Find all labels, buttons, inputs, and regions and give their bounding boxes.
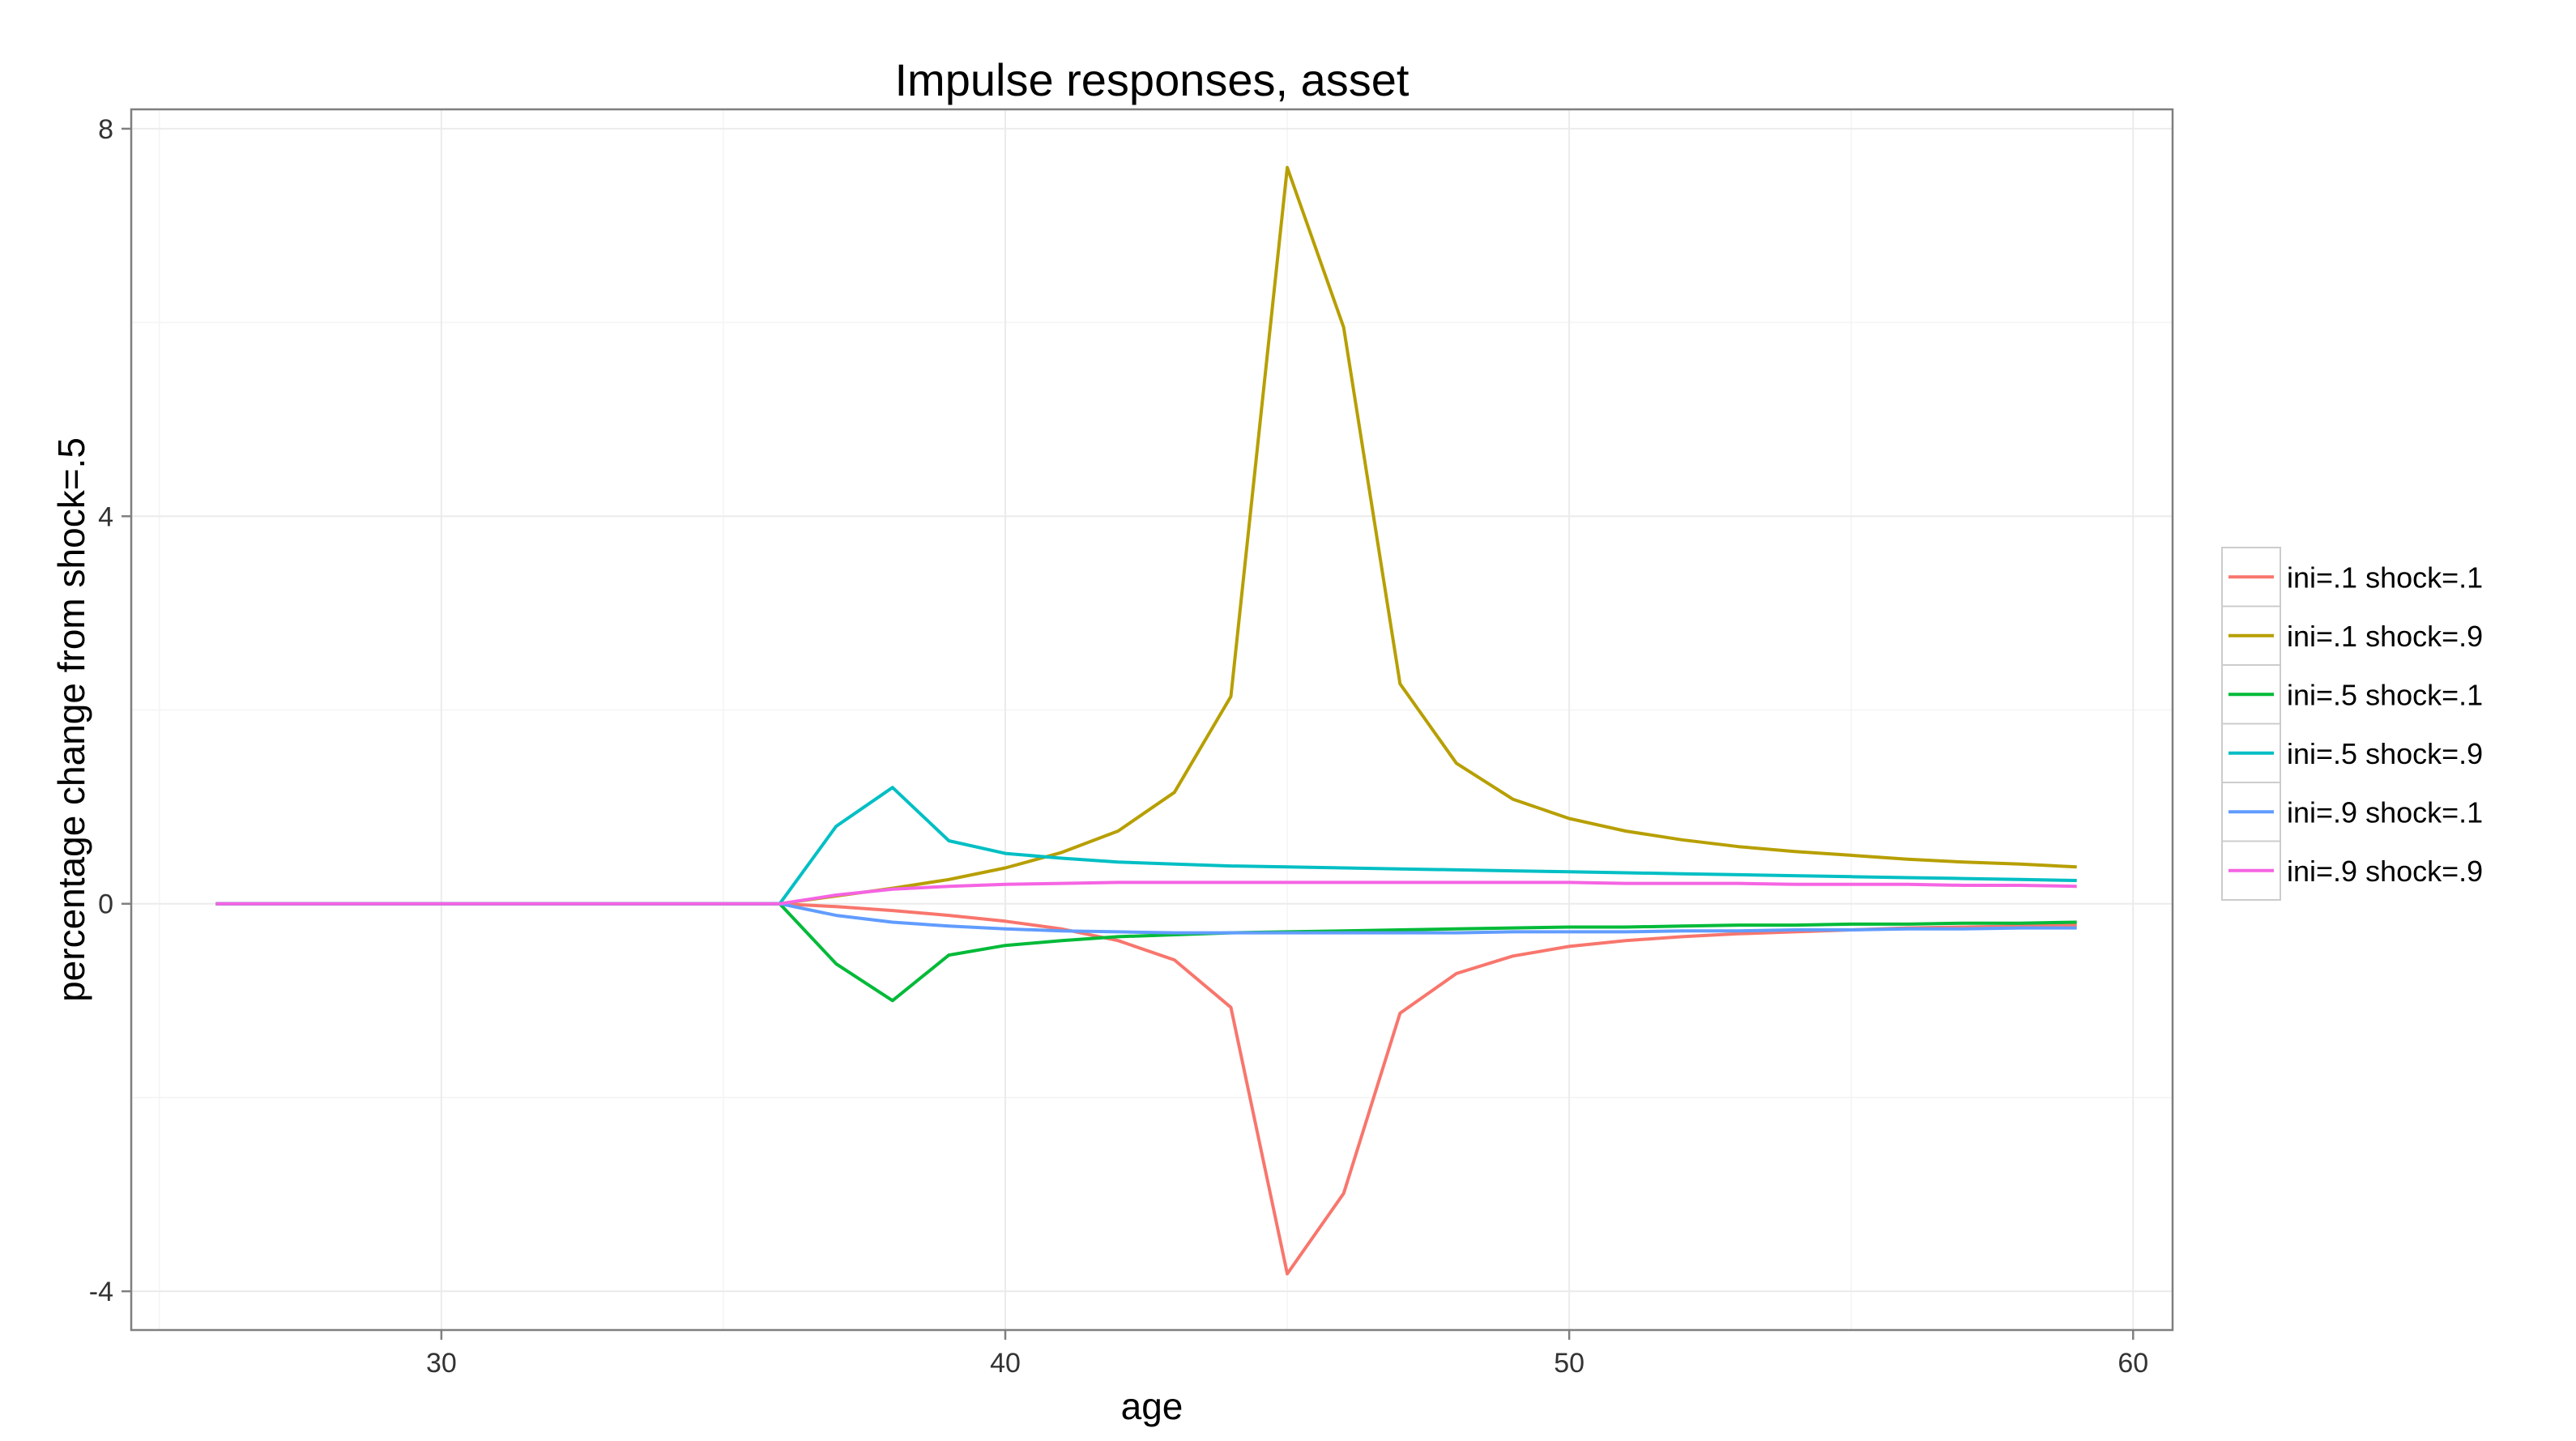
x-axis-label: age: [1121, 1385, 1184, 1427]
chart-title: Impulse responses, asset: [895, 54, 1410, 105]
x-tick-label: 30: [426, 1348, 457, 1379]
legend: ini=.1 shock=.1 ini=.1 shock=.9 ini=.5 sho…: [2221, 547, 2483, 901]
x-tick-label: 50: [1554, 1348, 1584, 1379]
plot-panel: [131, 109, 2173, 1330]
legend-label: ini=.9 shock=.9: [2287, 855, 2483, 888]
series-line: [215, 880, 2077, 906]
plot-panel-border: [130, 108, 2174, 1332]
legend-label: ini=.1 shock=.1: [2287, 561, 2483, 594]
grid-lines: [131, 109, 2173, 1330]
y-axis-label: percentage change from shock=.5: [50, 437, 92, 1002]
y-tick-label: 4: [98, 501, 113, 532]
x-tick-label: 40: [990, 1348, 1021, 1379]
axis-ticks: 30 40 50 60 -4 0 4 8: [89, 114, 2148, 1379]
legend-label: ini=.9 shock=.1: [2287, 795, 2483, 829]
y-tick-label: -4: [89, 1277, 113, 1307]
legend-label: ini=.5 shock=.1: [2287, 678, 2483, 711]
y-tick-label: 0: [98, 889, 113, 920]
legend-label: ini=.5 shock=.9: [2287, 737, 2483, 770]
y-tick-label: 8: [98, 114, 113, 145]
series-lines: [215, 165, 2077, 1276]
x-tick-label: 60: [2118, 1348, 2148, 1379]
legend-label: ini=.1 shock=.9: [2287, 620, 2483, 653]
plot-panel-background: [131, 109, 2173, 1330]
